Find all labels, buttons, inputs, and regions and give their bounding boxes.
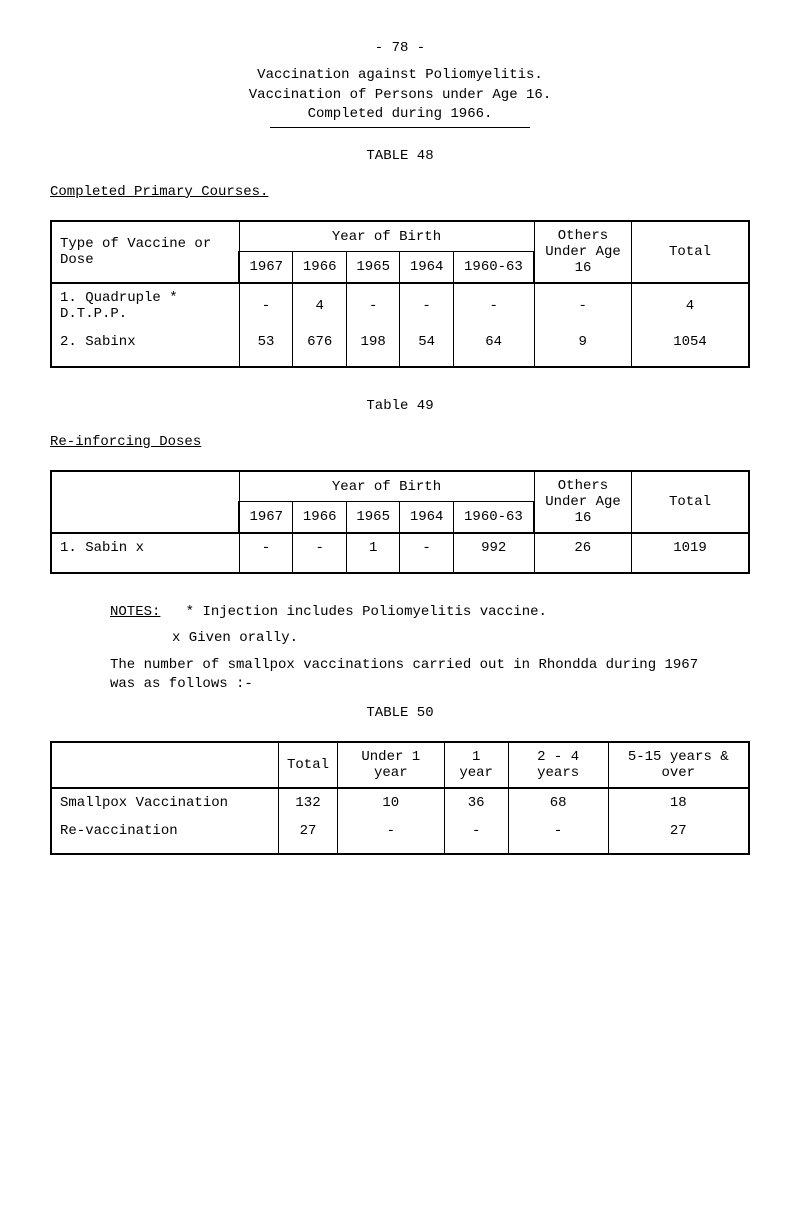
t48-r1-196063: 64 xyxy=(453,328,534,367)
t49-r0-1966: - xyxy=(293,533,346,573)
t49-r0-1967: - xyxy=(239,533,293,573)
t48-h-others: Others Under Age 16 xyxy=(534,221,632,283)
t50-r0-y24: 68 xyxy=(508,788,608,817)
t49-h-1965: 1965 xyxy=(346,502,399,533)
t49-r0-label: 1. Sabin x xyxy=(51,533,239,573)
t48-h-yob: Year of Birth xyxy=(239,221,534,252)
table-49: Year of Birth Others Under Age 16 Total … xyxy=(50,470,750,574)
t48-h-1964: 1964 xyxy=(400,252,453,283)
t48-r0-total: 4 xyxy=(632,283,750,328)
title-line-1: Vaccination against Poliomyelitis. xyxy=(50,66,750,86)
t48-h-1967: 1967 xyxy=(239,252,293,283)
t48-r0-1966: 4 xyxy=(293,283,346,328)
notes-line-2: x Given orally. xyxy=(172,630,750,646)
smallpox-paragraph: The number of smallpox vaccinations carr… xyxy=(110,656,710,695)
t48-h-total: Total xyxy=(632,221,750,283)
notes-block: NOTES: * Injection includes Poliomyeliti… xyxy=(110,604,750,646)
t50-h-under1: Under 1 year xyxy=(338,742,445,788)
t50-h-blank xyxy=(51,742,279,788)
title-line-3: Completed during 1966. xyxy=(50,105,750,125)
t48-r1-label: 2. Sabinx xyxy=(51,328,239,367)
t48-r0-196063: - xyxy=(453,283,534,328)
table-49-label: Table 49 xyxy=(50,398,750,414)
t49-r0-1964: - xyxy=(400,533,453,573)
t48-r1-total: 1054 xyxy=(632,328,750,367)
t49-r0-total: 1019 xyxy=(632,533,750,573)
t50-r1-y515: 27 xyxy=(608,817,749,854)
t50-r1-y24: - xyxy=(508,817,608,854)
t48-r1-others: 9 xyxy=(534,328,632,367)
table-50-label: TABLE 50 xyxy=(50,705,750,721)
t48-r1-1964: 54 xyxy=(400,328,453,367)
title-divider xyxy=(270,127,530,128)
section-completed-primary-text: Completed Primary Courses. xyxy=(50,184,268,200)
t49-h-196063: 1960-63 xyxy=(453,502,534,533)
t49-h-blank xyxy=(51,471,239,533)
notes-text-1: * Injection includes Poliomyelitis vacci… xyxy=(186,604,547,620)
t50-r1-under1: - xyxy=(338,817,445,854)
t49-h-1967: 1967 xyxy=(239,502,293,533)
t50-h-1year: 1 year xyxy=(444,742,508,788)
table-48-label: TABLE 48 xyxy=(50,148,750,164)
section-completed-primary: Completed Primary Courses. xyxy=(50,184,750,200)
t50-h-total: Total xyxy=(279,742,338,788)
t49-r0-196063: 992 xyxy=(453,533,534,573)
t48-h-type: Type of Vaccine or Dose xyxy=(51,221,239,283)
section-reinforcing: Re-inforcing Doses xyxy=(50,434,750,450)
t48-r0-1967: - xyxy=(239,283,293,328)
t48-r1-1967: 53 xyxy=(239,328,293,367)
t49-h-yob: Year of Birth xyxy=(239,471,534,502)
t50-r1-label: Re-vaccination xyxy=(51,817,279,854)
t48-r0-1965: - xyxy=(346,283,399,328)
section-reinforcing-text: Re-inforcing Doses xyxy=(50,434,201,450)
t50-h-24: 2 - 4 years xyxy=(508,742,608,788)
t48-r1-1966: 676 xyxy=(293,328,346,367)
t48-h-1965: 1965 xyxy=(346,252,399,283)
title-line-2: Vaccination of Persons under Age 16. xyxy=(50,86,750,106)
t49-h-total: Total xyxy=(632,471,750,533)
table-50: Total Under 1 year 1 year 2 - 4 years 5-… xyxy=(50,741,750,855)
notes-line-1: NOTES: * Injection includes Poliomyeliti… xyxy=(110,604,750,620)
t48-r0-1964: - xyxy=(400,283,453,328)
t50-r0-under1: 10 xyxy=(338,788,445,817)
t50-r1-y1: - xyxy=(444,817,508,854)
t50-r0-y515: 18 xyxy=(608,788,749,817)
t50-r1-total: 27 xyxy=(279,817,338,854)
notes-label: NOTES: xyxy=(110,604,160,620)
t48-h-1966: 1966 xyxy=(293,252,346,283)
table-48: Type of Vaccine or Dose Year of Birth Ot… xyxy=(50,220,750,368)
t49-r0-1965: 1 xyxy=(346,533,399,573)
title-block: Vaccination against Poliomyelitis. Vacci… xyxy=(50,66,750,128)
t49-r0-others: 26 xyxy=(534,533,632,573)
t48-r0-others: - xyxy=(534,283,632,328)
t49-h-1966: 1966 xyxy=(293,502,346,533)
t49-h-1964: 1964 xyxy=(400,502,453,533)
t50-r0-total: 132 xyxy=(279,788,338,817)
t50-r0-y1: 36 xyxy=(444,788,508,817)
page-number: - 78 - xyxy=(50,40,750,56)
t48-r0-label: 1. Quadruple * D.T.P.P. xyxy=(51,283,239,328)
t49-h-others: Others Under Age 16 xyxy=(534,471,632,533)
t50-h-515: 5-15 years & over xyxy=(608,742,749,788)
t48-h-196063: 1960-63 xyxy=(453,252,534,283)
t50-r0-label: Smallpox Vaccination xyxy=(51,788,279,817)
t48-r1-1965: 198 xyxy=(346,328,399,367)
